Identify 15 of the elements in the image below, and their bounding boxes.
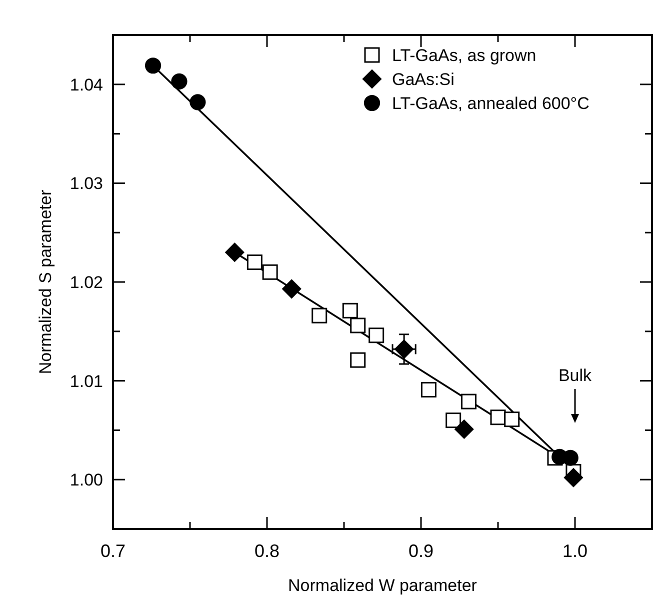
x-tick-label: 0.7 (100, 541, 126, 561)
legend-label: LT-GaAs, as grown (392, 46, 536, 65)
x-tick-label: 0.9 (408, 541, 434, 561)
legend-label: LT-GaAs, annealed 600°C (392, 94, 590, 113)
y-tick-label: 1.03 (70, 174, 103, 194)
x-tick-label: 1.0 (562, 541, 588, 561)
legend-label: GaAs:Si (392, 70, 454, 89)
y-tick-label: 1.01 (70, 372, 103, 391)
x-tick-label: 0.8 (254, 541, 280, 561)
y-axis-title: Normalized S parameter (36, 190, 55, 374)
y-tick-label: 1.04 (70, 75, 103, 94)
y-tick-label: 1.00 (70, 470, 103, 490)
y-tick-label: 1.02 (70, 272, 103, 292)
annotation: Bulk (558, 366, 592, 385)
x-axis-title: Normalized W parameter (288, 576, 478, 595)
